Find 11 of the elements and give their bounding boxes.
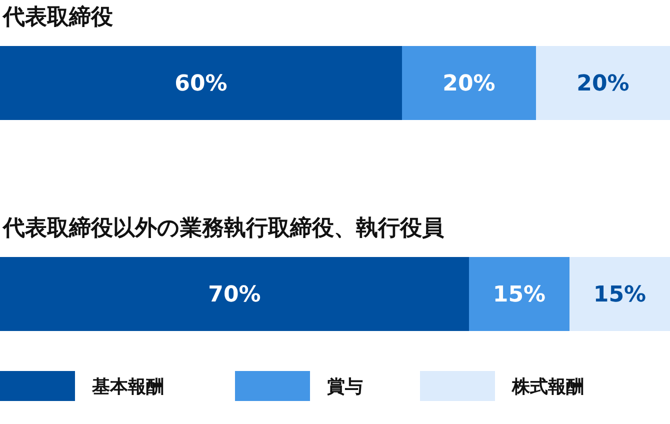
chart-title: 代表取締役 (2, 4, 114, 30)
legend-label: 株式報酬 (511, 376, 584, 398)
data-label: 20% (442, 72, 496, 97)
data-label: 70% (208, 282, 261, 308)
legend-label: 基本報酬 (91, 376, 164, 398)
data-label: 15% (492, 282, 546, 308)
data-label: 60% (174, 72, 228, 97)
data-label: 20% (576, 72, 630, 97)
chart-title: 代表取締役以外の業務執行取締役、執行役員 (2, 215, 444, 241)
data-label: 15% (593, 282, 646, 308)
legend-label: 賞与 (327, 376, 363, 398)
